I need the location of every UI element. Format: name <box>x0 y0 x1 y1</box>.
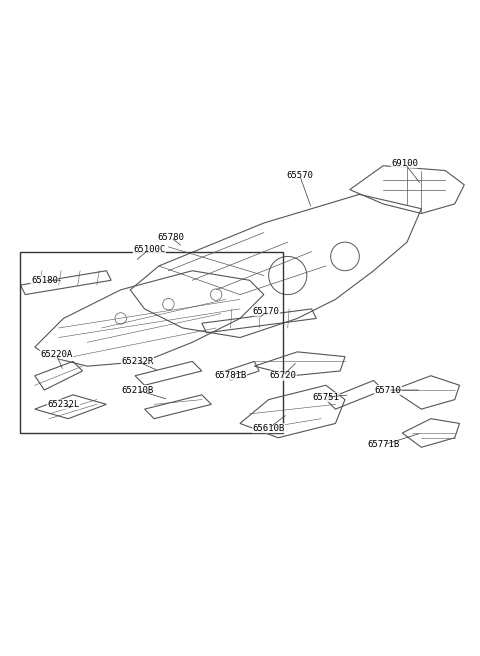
Text: 65771B: 65771B <box>367 440 399 449</box>
Text: 65780: 65780 <box>157 233 184 242</box>
Text: 65751: 65751 <box>312 393 339 401</box>
Text: 65232R: 65232R <box>121 357 154 366</box>
Text: 65180: 65180 <box>31 276 58 285</box>
Text: 65720: 65720 <box>269 371 296 380</box>
Text: 65100C: 65100C <box>133 245 166 254</box>
Text: 65710: 65710 <box>374 386 401 394</box>
Text: 65210B: 65210B <box>121 386 154 394</box>
Text: 65781B: 65781B <box>215 371 247 380</box>
Text: 65232L: 65232L <box>48 400 80 409</box>
Text: 65570: 65570 <box>286 171 313 180</box>
Text: 69100: 69100 <box>391 159 418 168</box>
Text: 65610B: 65610B <box>252 424 285 433</box>
Text: 65170: 65170 <box>253 307 280 316</box>
Bar <box>21 252 283 433</box>
Text: 65220A: 65220A <box>40 350 72 359</box>
